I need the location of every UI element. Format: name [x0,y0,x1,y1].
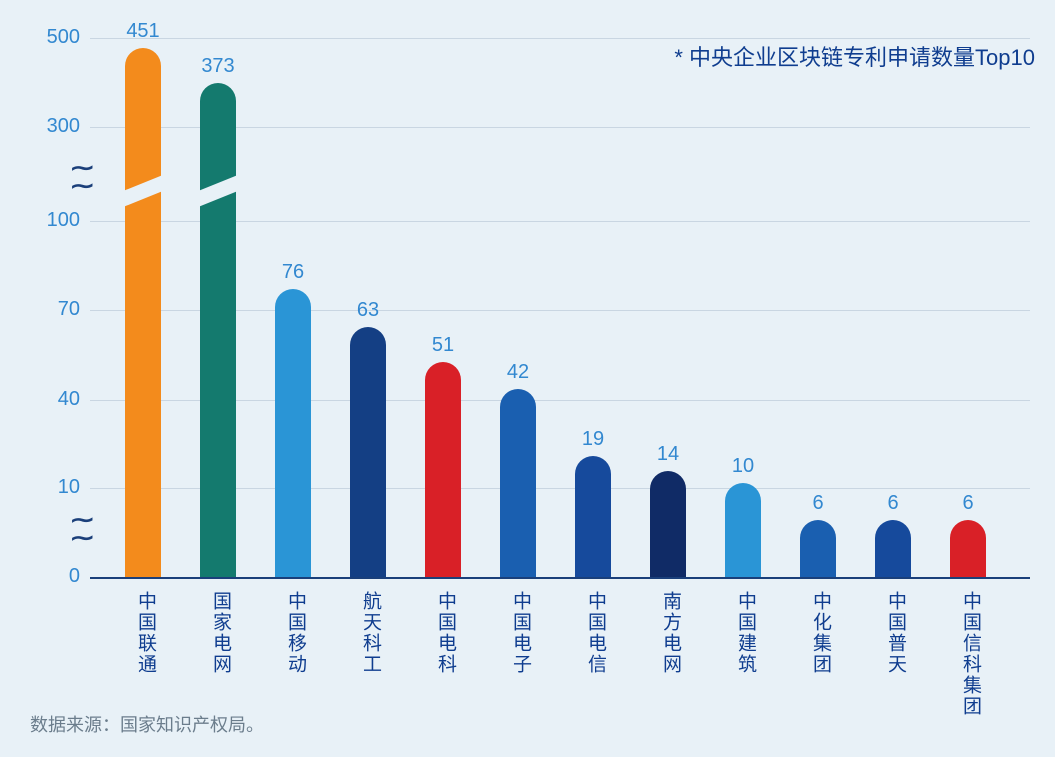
x-tick-label: 中国普天 [880,591,906,675]
bar [500,389,536,577]
bar-value-label: 6 [933,492,1003,515]
y-tick-label: 10 [20,476,80,499]
bar [725,483,761,577]
bar [275,289,311,577]
x-tick-label: 航天科工 [355,591,381,675]
bar [350,327,386,577]
x-tick-label: 中国信科集团 [955,591,981,717]
bar-value-label: 63 [333,299,403,322]
axis-break-icon: ∼ [69,173,95,199]
axis-break-icon: ∼ [69,525,95,551]
y-tick-label: 300 [20,115,80,138]
gridline [90,38,1030,39]
x-axis-baseline [90,577,1030,579]
bar [800,520,836,577]
y-tick-label: 40 [20,388,80,411]
y-tick-label: 100 [20,209,80,232]
y-tick-label: 70 [20,298,80,321]
chart-title: * 中央企业区块链专利申请数量Top10 [674,40,1035,72]
x-tick-label: 中国建筑 [730,591,756,675]
x-tick-label: 中国电信 [580,591,606,675]
bar-value-label: 373 [183,55,253,78]
x-tick-label: 中国电子 [505,591,531,675]
bar-value-label: 76 [258,261,328,284]
bar [575,456,611,577]
bar [200,83,236,577]
bar [125,48,161,577]
x-tick-label: 中化集团 [805,591,831,675]
bar-value-label: 10 [708,455,778,478]
x-tick-label: 中国联通 [130,591,156,675]
bar [875,520,911,577]
y-tick-label: 0 [20,565,80,588]
bar [650,471,686,577]
x-tick-label: 中国电科 [430,591,456,675]
bar-value-label: 6 [783,492,853,515]
bar [950,520,986,577]
bar [425,362,461,577]
x-tick-label: 南方电网 [655,591,681,675]
data-source: 数据来源：国家知识产权局。 [30,711,264,737]
bar-value-label: 451 [108,20,178,43]
bar-value-label: 19 [558,428,628,451]
bar-value-label: 14 [633,443,703,466]
bar-value-label: 6 [858,492,928,515]
x-tick-label: 国家电网 [205,591,231,675]
bar-value-label: 42 [483,361,553,384]
x-tick-label: 中国移动 [280,591,306,675]
y-tick-label: 500 [20,26,80,49]
bar-value-label: 51 [408,334,478,357]
